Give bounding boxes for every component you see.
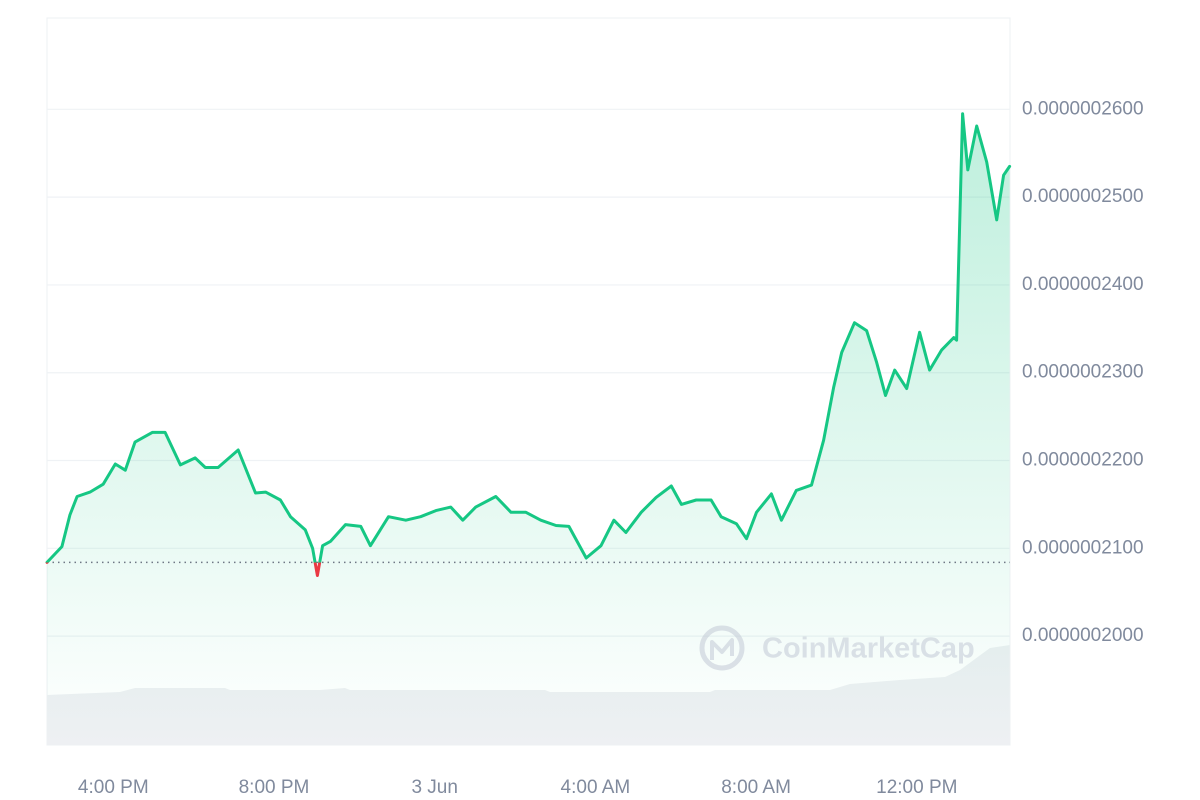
y-tick-label: 0.0000002500	[1022, 186, 1144, 207]
x-tick-label: 3 Jun	[411, 777, 457, 798]
y-tick-label: 0.0000002600	[1022, 98, 1144, 119]
watermark-logo-mark	[710, 638, 734, 660]
y-tick-label: 0.0000002200	[1022, 450, 1144, 471]
x-tick-label: 12:00 PM	[876, 777, 957, 798]
watermark-text: CoinMarketCap	[762, 633, 975, 665]
y-tick-label: 0.0000002300	[1022, 362, 1144, 383]
watermark-logo	[699, 625, 745, 671]
watermark: CoinMarketCap	[699, 625, 975, 671]
price-line	[45, 112, 1012, 577]
y-tick-label: 0.0000002000	[1022, 625, 1144, 646]
x-tick-label: 8:00 AM	[721, 777, 791, 798]
price-area	[47, 113, 1010, 745]
y-tick-label: 0.0000002100	[1022, 537, 1144, 558]
y-tick-label: 0.0000002400	[1022, 274, 1144, 295]
x-tick-label: 4:00 AM	[561, 777, 631, 798]
x-tick-label: 8:00 PM	[239, 777, 310, 798]
x-tick-label: 4:00 PM	[78, 777, 149, 798]
